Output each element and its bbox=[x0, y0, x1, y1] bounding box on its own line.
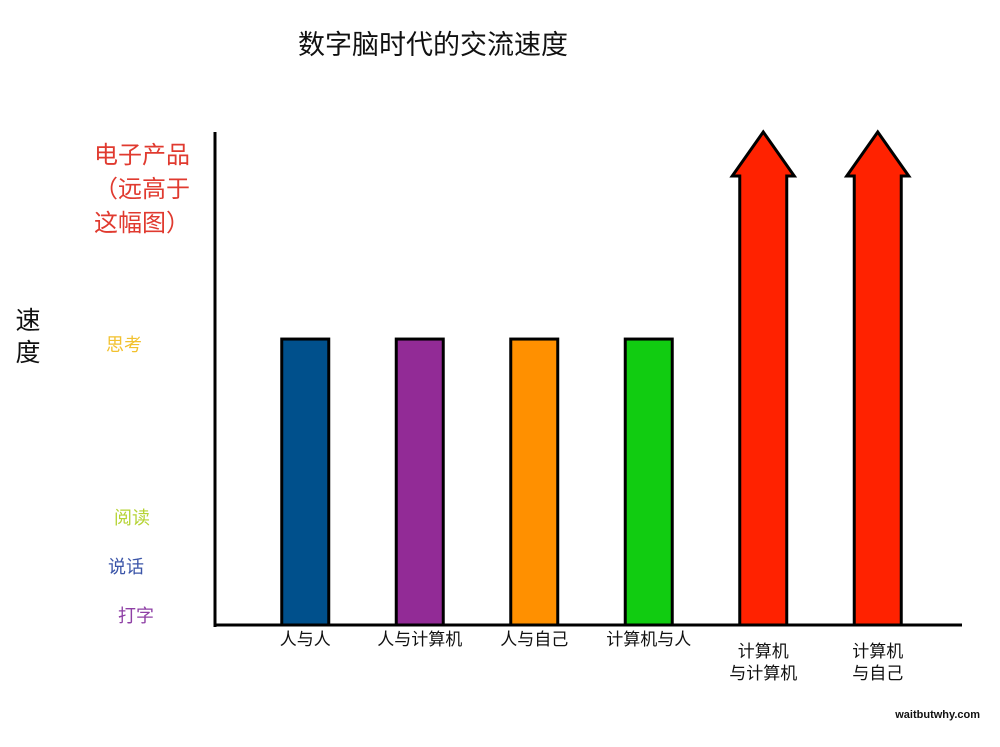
bar-2 bbox=[509, 337, 560, 627]
y-level-label: 思考 bbox=[106, 335, 142, 357]
y-level-label: 打字 bbox=[118, 606, 154, 628]
x-tick-label: 人与人 bbox=[279, 630, 331, 650]
y-axis-top-note: 电子产品 （远高于 这幅图） bbox=[94, 141, 190, 237]
y-axis-label: 速度 bbox=[15, 306, 41, 367]
bar-1 bbox=[394, 337, 445, 627]
x-tick-label: 人与计算机 bbox=[377, 630, 463, 650]
x-tick-label: 计算机 与计算机 bbox=[729, 642, 798, 684]
bar-arrow-5 bbox=[843, 129, 912, 627]
x-tick-label: 计算机与人 bbox=[606, 630, 692, 650]
bar-arrow-4 bbox=[729, 129, 798, 627]
bar-0 bbox=[280, 337, 331, 627]
chart-title: 数字脑时代的交流速度 bbox=[298, 30, 568, 61]
y-level-label: 说话 bbox=[108, 556, 144, 578]
watermark: waitbutwhy.com bbox=[895, 708, 980, 721]
x-tick-label: 人与自己 bbox=[500, 630, 569, 650]
y-level-label: 阅读 bbox=[114, 507, 150, 529]
bar-3 bbox=[623, 337, 674, 627]
x-tick-label: 计算机 与自己 bbox=[852, 642, 904, 684]
